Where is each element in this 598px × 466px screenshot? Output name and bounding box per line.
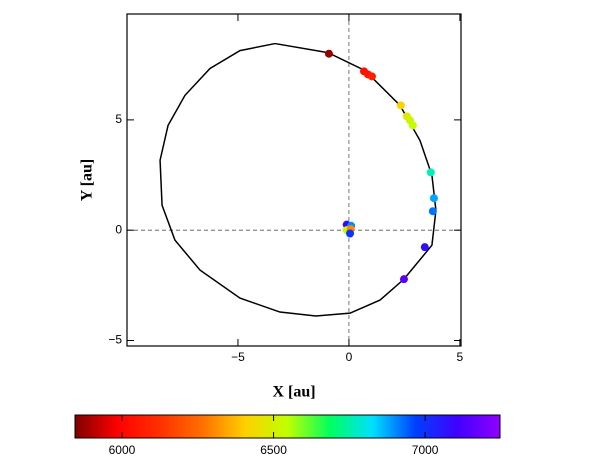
- data-point: [346, 229, 355, 238]
- data-point: [420, 243, 429, 252]
- data-point: [426, 168, 435, 177]
- colorbar-tick-label: 6000: [109, 443, 136, 457]
- data-point: [399, 275, 408, 284]
- y-axis-label: Y [au]: [79, 159, 96, 202]
- data-point: [408, 121, 417, 130]
- x-tick-label: 5: [457, 350, 464, 364]
- data-point: [368, 72, 377, 81]
- data-point: [429, 194, 438, 203]
- data-point: [324, 49, 333, 58]
- plot-frame: [126, 13, 462, 347]
- data-point: [396, 101, 405, 110]
- orbit-line: [159, 42, 437, 317]
- colorbar-tick-label: 7000: [412, 443, 439, 457]
- y-tick-label: 0: [115, 222, 122, 236]
- y-tick-label: 5: [115, 112, 122, 126]
- y-tick-label: −5: [108, 333, 122, 347]
- x-tick-label: 0: [346, 350, 353, 364]
- x-tick-label: −5: [231, 350, 245, 364]
- x-axis-label: X [au]: [272, 384, 315, 401]
- colorbar-tick-label: 6500: [260, 443, 287, 457]
- colorbar: [74, 414, 501, 439]
- data-point: [428, 207, 437, 216]
